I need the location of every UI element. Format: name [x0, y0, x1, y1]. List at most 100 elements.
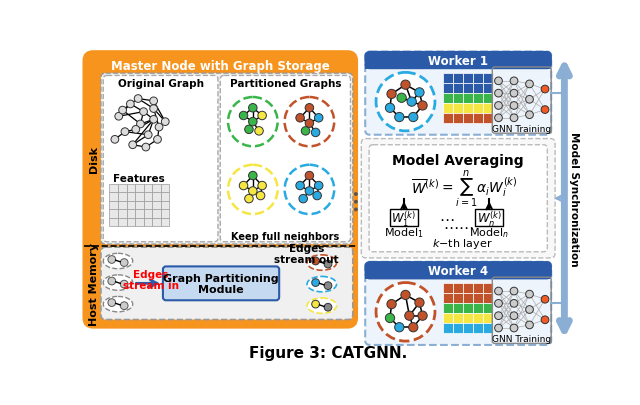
Bar: [452, 304, 463, 313]
FancyBboxPatch shape: [163, 267, 279, 301]
Text: Figure 3: CATGNN.: Figure 3: CATGNN.: [249, 345, 407, 360]
Circle shape: [495, 312, 502, 320]
Circle shape: [401, 81, 410, 90]
Bar: [161, 185, 169, 193]
Circle shape: [248, 172, 257, 180]
Text: Features: Features: [113, 173, 164, 183]
Bar: [483, 294, 493, 304]
Circle shape: [134, 96, 142, 103]
Text: $\cdots$: $\cdots$: [439, 211, 454, 226]
Circle shape: [248, 104, 257, 113]
Bar: [135, 193, 143, 201]
Bar: [152, 201, 161, 210]
Bar: [143, 185, 152, 193]
Circle shape: [525, 96, 533, 104]
Bar: [161, 193, 169, 201]
Circle shape: [495, 90, 502, 98]
Circle shape: [244, 195, 253, 203]
Bar: [109, 218, 118, 227]
Bar: [127, 218, 135, 227]
Bar: [152, 193, 161, 201]
Bar: [161, 210, 169, 218]
Circle shape: [258, 112, 266, 120]
Text: GNN Training: GNN Training: [492, 125, 551, 134]
Bar: [127, 193, 135, 201]
Text: $W_n^{(k)}$: $W_n^{(k)}$: [477, 209, 502, 228]
Circle shape: [510, 324, 518, 332]
Circle shape: [324, 304, 332, 311]
Text: Graph Partitioning
Module: Graph Partitioning Module: [163, 273, 279, 294]
Circle shape: [510, 102, 518, 110]
Bar: [473, 104, 483, 114]
Bar: [463, 324, 473, 334]
Circle shape: [495, 300, 502, 307]
Circle shape: [397, 94, 406, 103]
Circle shape: [408, 323, 418, 332]
Bar: [483, 304, 493, 313]
Circle shape: [404, 311, 414, 320]
Circle shape: [111, 136, 119, 144]
Bar: [463, 74, 473, 84]
Bar: [473, 94, 483, 104]
Bar: [118, 210, 127, 218]
Circle shape: [248, 187, 257, 196]
Circle shape: [354, 193, 358, 196]
Circle shape: [285, 98, 334, 147]
Bar: [109, 201, 118, 210]
Bar: [463, 84, 473, 94]
Bar: [483, 74, 493, 84]
Bar: [483, 94, 493, 104]
Circle shape: [407, 98, 417, 107]
Bar: [452, 294, 463, 304]
Circle shape: [312, 258, 319, 265]
Circle shape: [415, 89, 424, 98]
Bar: [443, 294, 452, 304]
Circle shape: [495, 102, 502, 110]
Text: Model Averaging: Model Averaging: [392, 154, 524, 168]
Ellipse shape: [307, 277, 337, 292]
Bar: [127, 210, 135, 218]
Circle shape: [385, 104, 395, 113]
Bar: [473, 74, 483, 84]
Bar: [483, 284, 493, 294]
Circle shape: [541, 296, 549, 303]
Circle shape: [145, 132, 152, 139]
Circle shape: [258, 182, 266, 190]
Circle shape: [108, 277, 116, 285]
Circle shape: [305, 187, 314, 196]
Circle shape: [285, 165, 334, 215]
Ellipse shape: [103, 254, 132, 269]
Circle shape: [495, 78, 502, 85]
Text: Host Memory: Host Memory: [89, 242, 99, 325]
Text: Worker 1: Worker 1: [428, 54, 488, 67]
Circle shape: [312, 301, 319, 308]
Circle shape: [228, 165, 278, 215]
Bar: [143, 193, 152, 201]
Circle shape: [525, 290, 533, 298]
Bar: [483, 104, 493, 114]
Bar: [443, 104, 452, 114]
Bar: [473, 294, 483, 304]
Text: Edges
stream out: Edges stream out: [274, 243, 339, 264]
FancyBboxPatch shape: [365, 262, 551, 279]
Circle shape: [305, 104, 314, 113]
Bar: [452, 284, 463, 294]
Bar: [443, 114, 452, 124]
Circle shape: [525, 306, 533, 313]
Bar: [473, 304, 483, 313]
Bar: [143, 210, 152, 218]
Circle shape: [495, 115, 502, 122]
Bar: [452, 324, 463, 334]
FancyBboxPatch shape: [220, 76, 351, 242]
Circle shape: [150, 105, 157, 113]
Bar: [118, 193, 127, 201]
FancyBboxPatch shape: [369, 145, 547, 252]
Circle shape: [324, 260, 332, 268]
Bar: [127, 185, 135, 193]
Circle shape: [108, 299, 116, 307]
Text: $k\mathrm{-th\ layer}$: $k\mathrm{-th\ layer}$: [432, 237, 492, 251]
Circle shape: [376, 283, 435, 341]
Text: Model Synchronization: Model Synchronization: [569, 132, 579, 266]
Bar: [118, 201, 127, 210]
Text: Edges
stream in: Edges stream in: [122, 269, 179, 290]
